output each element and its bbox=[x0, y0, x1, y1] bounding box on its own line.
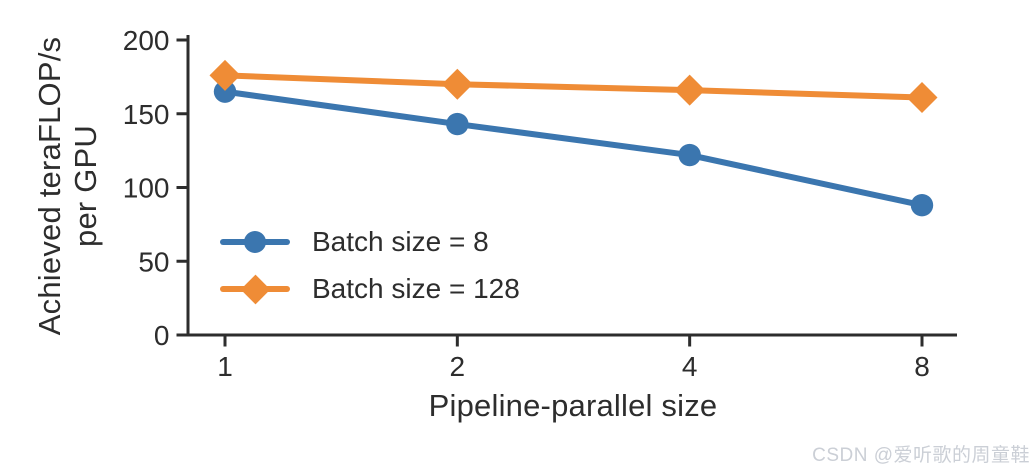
x-tick-label: 2 bbox=[450, 351, 466, 382]
y-tick-label: 50 bbox=[138, 246, 169, 277]
y-axis-label-line2: per GPU bbox=[68, 125, 103, 247]
y-tick-label: 200 bbox=[123, 25, 170, 56]
y-tick-label: 100 bbox=[123, 173, 170, 204]
diamond-marker-icon bbox=[240, 274, 271, 305]
data-point-diamond-batch-size-128 bbox=[209, 59, 241, 91]
data-point-diamond-batch-size-128 bbox=[441, 68, 473, 100]
circle-marker-icon bbox=[244, 231, 266, 253]
data-point-diamond-batch-size-128 bbox=[674, 74, 706, 106]
data-point-circle-batch-size-8 bbox=[678, 143, 701, 167]
legend-label: Batch size = 128 bbox=[312, 273, 520, 304]
legend-item-batch-size-8: Batch size = 8 bbox=[220, 220, 520, 264]
watermark: CSDN @爱听歌的周童鞋 bbox=[812, 445, 1030, 466]
y-tick-label: 0 bbox=[154, 320, 170, 351]
data-point-diamond-batch-size-128 bbox=[906, 82, 938, 114]
series-line-batch-size-128 bbox=[222, 72, 925, 101]
legend-swatch bbox=[220, 220, 290, 264]
y-tick-label: 150 bbox=[123, 99, 170, 130]
legend-item-batch-size-128: Batch size = 128 bbox=[220, 267, 520, 311]
legend-swatch bbox=[220, 267, 290, 311]
data-point-circle-batch-size-8 bbox=[910, 194, 934, 217]
x-tick-label: 4 bbox=[682, 351, 698, 382]
y-axis-label-line1: Achieved teraFLOP/s bbox=[32, 36, 67, 336]
legend: Batch size = 8 Batch size = 128 bbox=[220, 220, 520, 311]
x-axis-label: Pipeline-parallel size bbox=[428, 388, 718, 423]
x-tick-label: 8 bbox=[914, 351, 930, 382]
legend-label: Batch size = 8 bbox=[312, 226, 489, 257]
x-tick-label: 1 bbox=[217, 351, 233, 382]
y-axis-label: Achieved teraFLOP/s per GPU bbox=[32, 0, 104, 388]
data-point-circle-batch-size-8 bbox=[213, 80, 237, 103]
series-line-batch-size-8 bbox=[222, 88, 925, 209]
data-point-circle-batch-size-8 bbox=[446, 112, 469, 136]
